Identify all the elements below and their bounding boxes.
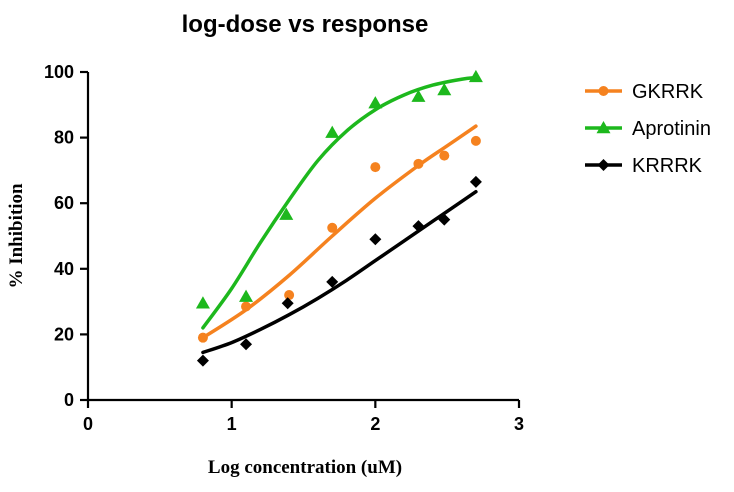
x-tick-label: 0 xyxy=(83,414,93,434)
data-point-aprotinin xyxy=(325,125,340,138)
data-point-gkrrk xyxy=(197,332,208,343)
legend-label-gkrrk: GKRRK xyxy=(632,81,704,103)
data-point-aprotinin xyxy=(195,296,210,309)
data-point-gkrrk xyxy=(413,158,424,169)
data-point-gkrrk xyxy=(241,301,252,312)
data-point-aprotinin xyxy=(468,69,483,83)
data-point-aprotinin xyxy=(239,289,254,302)
x-tick-label: 3 xyxy=(514,414,524,434)
y-tick-label: 60 xyxy=(54,193,74,213)
data-point-krrrk xyxy=(196,354,209,367)
y-tick-label: 0 xyxy=(64,390,74,410)
y-tick-label: 40 xyxy=(54,259,74,279)
data-point-gkrrk xyxy=(327,222,338,233)
fit-line-krrrk xyxy=(201,189,478,355)
y-axis-label: % Inhibition xyxy=(6,183,27,289)
y-tick-label: 100 xyxy=(44,62,74,82)
data-points xyxy=(195,69,483,367)
data-point-aprotinin xyxy=(368,96,383,109)
legend-marker-aprotinin xyxy=(596,121,611,134)
chart-title: log-dose vs response xyxy=(182,11,429,38)
data-point-gkrrk xyxy=(284,290,295,301)
legend-label-aprotinin: Aprotinin xyxy=(632,118,711,140)
data-point-krrrk xyxy=(369,233,382,246)
fit-line-aprotinin xyxy=(201,75,478,330)
legend: GKRRK Aprotinin KRRRK xyxy=(585,81,711,177)
data-point-aprotinin xyxy=(279,207,294,220)
data-point-gkrrk xyxy=(439,150,450,161)
y-tick-label: 20 xyxy=(54,324,74,344)
data-point-gkrrk xyxy=(370,162,381,173)
legend-marker-krrrk xyxy=(597,159,610,171)
data-point-krrrk xyxy=(326,275,339,288)
x-axis-label: Log concentration (uM) xyxy=(208,457,402,478)
y-tick-label: 80 xyxy=(54,128,74,148)
data-point-aprotinin xyxy=(411,89,426,102)
x-tick-label: 1 xyxy=(227,414,237,434)
data-point-krrrk xyxy=(469,175,482,188)
axes xyxy=(86,72,519,402)
data-point-aprotinin xyxy=(437,83,452,96)
data-point-krrrk xyxy=(240,338,253,351)
x-tick-label: 2 xyxy=(370,414,380,434)
fit-lines xyxy=(201,75,478,355)
data-point-gkrrk xyxy=(470,135,481,146)
data-point-krrrk xyxy=(438,213,451,226)
data-point-krrrk xyxy=(412,220,425,233)
ticks: 0 1 2 3 0 20 40 60 80 100 xyxy=(44,62,524,434)
legend-label-krrrk: KRRRK xyxy=(632,155,703,177)
data-point-krrrk xyxy=(281,297,294,310)
legend-marker-gkrrk xyxy=(598,86,609,96)
